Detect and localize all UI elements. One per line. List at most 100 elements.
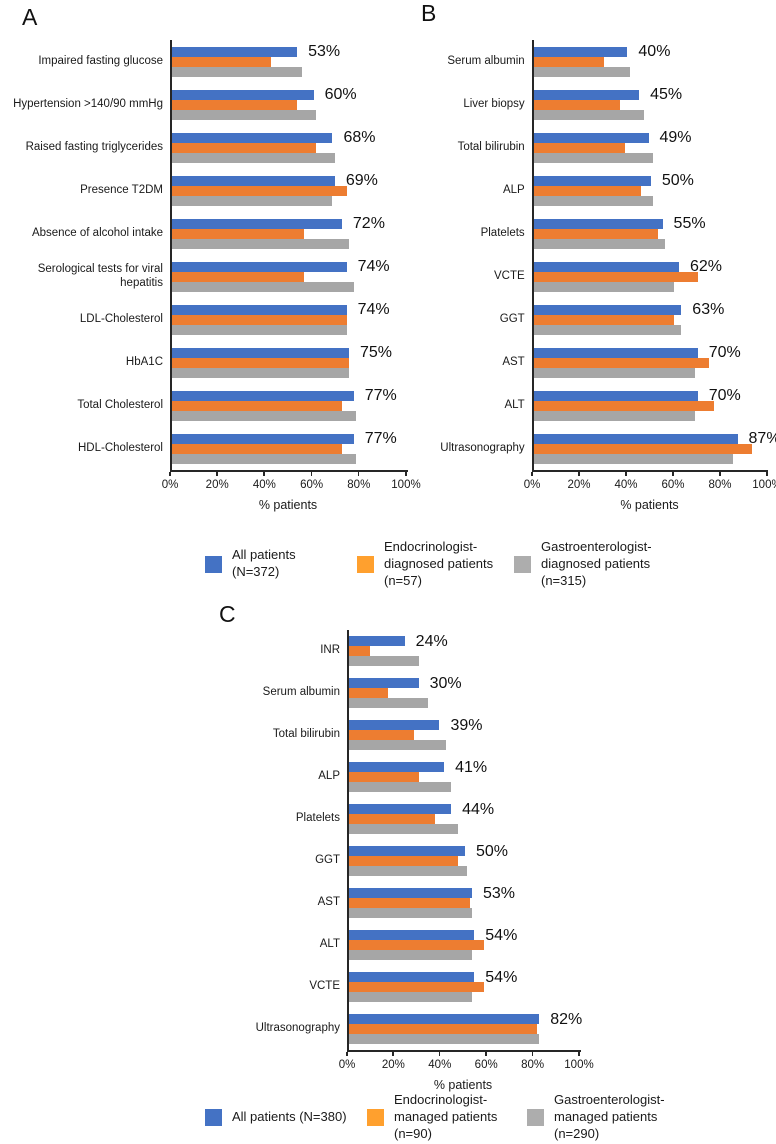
value-label: 45% [650, 86, 683, 103]
bar-group: 74% [172, 298, 408, 341]
value-label: 75% [360, 344, 393, 361]
axis-tick [263, 472, 265, 476]
axis-tick-label: 80% [347, 479, 371, 491]
bar-all-patients-n-380 [349, 762, 445, 772]
value-label: 53% [482, 885, 515, 902]
legend-item: Endocrinologist- managed patients (n=90) [367, 1092, 515, 1143]
bar-all-patients-n-380 [349, 636, 405, 646]
panel-letter-c: C [219, 601, 236, 627]
chart-grid: Serum albumin Liver biopsy Total bilirubin… [428, 40, 776, 472]
category-label: Total Cholesterol [77, 398, 163, 411]
bar-gastroenterologist-managed-patients-n-290 [349, 656, 419, 666]
category-label: Ultrasonography [255, 1022, 340, 1035]
legend-swatch [205, 555, 222, 573]
bar-endocrinologist-managed-patients-n-90 [349, 688, 389, 698]
bar-endocrinologist-diagnosed-patients-n-57 [172, 142, 316, 153]
axis-tick-label: 20% [567, 479, 591, 491]
value-label: 69% [345, 172, 378, 189]
top-row: Impaired fasting glucose Hypertension >14… [0, 40, 776, 512]
bar-group: 68% [172, 126, 408, 169]
bar-gastroenterologist-diagnosed-patients-n-315 [172, 324, 347, 335]
category-label: LDL-Cholesterol [79, 312, 163, 325]
axis-tick [485, 1052, 487, 1056]
category-label: Total bilirubin [272, 728, 340, 741]
bar-gastroenterologist-diagnosed-patients-n-315 [533, 367, 696, 378]
bar-endocrinologist-diagnosed-patients-n-57 [172, 99, 298, 110]
value-label: 74% [357, 301, 390, 318]
value-label: 50% [661, 172, 694, 189]
category-label: Serological tests for viral hepatitis [37, 263, 163, 289]
axis-tick-label: 80% [708, 479, 732, 491]
category-label: Platelets [480, 226, 525, 239]
bar-group: 50% [349, 840, 581, 882]
bar-group: 54% [349, 924, 581, 966]
axis-tick [578, 472, 580, 476]
chart-grid: Impaired fasting glucose Hypertension >14… [8, 40, 412, 472]
bar-group: 77% [172, 384, 408, 427]
category-label: Absence of alcohol intake [31, 226, 163, 239]
bar-all-patients-n-372 [172, 218, 342, 229]
axis-tick-label: 40% [614, 479, 638, 491]
axis-tick-label: 0% [523, 479, 541, 491]
bar-gastroenterologist-diagnosed-patients-n-315 [533, 281, 675, 292]
bar-endocrinologist-managed-patients-n-90 [349, 940, 484, 950]
value-label: 70% [708, 344, 741, 361]
x-axis: 0% 20% 40% 60% 80% 100% [162, 472, 421, 496]
category-label: HDL-Cholesterol [77, 441, 163, 454]
bar-all-patients-n-372 [533, 132, 649, 143]
legend-swatch [357, 555, 374, 573]
bar-gastroenterologist-managed-patients-n-290 [349, 992, 472, 1002]
value-label: 40% [638, 43, 671, 60]
category-label: VCTE [494, 269, 525, 282]
bar-all-patients-n-372 [172, 390, 354, 401]
category-label: ALP [502, 183, 525, 196]
panel-letter-b: B [421, 0, 437, 26]
bar-group: 39% [349, 714, 581, 756]
bar-endocrinologist-managed-patients-n-90 [349, 898, 470, 908]
plot-area: 53% 60% 68% 69% 72% 74% 74% 75% 77% 77% [170, 40, 408, 472]
category-label: Hypertension >140/90 mmHg [13, 97, 163, 110]
value-label: 68% [343, 129, 376, 146]
bar-endocrinologist-diagnosed-patients-n-57 [172, 185, 347, 196]
bar-endocrinologist-diagnosed-patients-n-57 [533, 357, 710, 368]
bar-group: 45% [533, 83, 768, 126]
bar-group: 30% [349, 672, 581, 714]
axis-tick [169, 472, 171, 476]
axis-tick-label: 60% [661, 479, 685, 491]
bar-endocrinologist-diagnosed-patients-n-57 [533, 314, 675, 325]
legend-item: Gastroenterologist- diagnosed patients (… [514, 539, 652, 590]
value-label: 77% [364, 430, 397, 447]
value-label: 87% [748, 430, 776, 447]
value-label: 74% [357, 258, 390, 275]
bar-gastroenterologist-diagnosed-patients-n-315 [533, 238, 665, 249]
value-label: 60% [324, 86, 357, 103]
bar-group: 63% [533, 298, 768, 341]
axis-tick-label: 20% [205, 479, 229, 491]
category-label: Serum albumin [447, 54, 525, 67]
bar-all-patients-n-380 [349, 930, 475, 940]
category-label: Serum albumin [262, 686, 340, 699]
legend-diagnosed: All patients (N=372) Endocrinologist- dia… [205, 539, 664, 590]
value-label: 72% [352, 215, 385, 232]
bar-gastroenterologist-managed-patients-n-290 [349, 1034, 540, 1044]
category-labels-column: Impaired fasting glucose Hypertension >14… [8, 40, 170, 472]
bar-all-patients-n-380 [349, 720, 440, 730]
category-label: Raised fasting triglycerides [25, 140, 163, 153]
bar-gastroenterologist-diagnosed-patients-n-315 [172, 453, 357, 464]
axis-tick [766, 472, 768, 476]
bar-endocrinologist-managed-patients-n-90 [349, 856, 459, 866]
bar-all-patients-n-372 [172, 347, 349, 358]
category-label: GGT [499, 312, 525, 325]
chart-panel-c: INR Serum albumin Total bilirubin ALP Platel… [230, 630, 594, 1092]
bar-all-patients-n-380 [349, 1014, 540, 1024]
axis-tick [531, 472, 533, 476]
x-axis: 0% 20% 40% 60% 80% 100% [524, 472, 776, 496]
bar-group: 53% [172, 40, 408, 83]
legend-label: All patients (N=380) [232, 1108, 347, 1124]
legend-swatch [367, 1108, 384, 1126]
bar-endocrinologist-managed-patients-n-90 [349, 982, 484, 992]
bar-gastroenterologist-diagnosed-patients-n-315 [172, 66, 302, 77]
category-label: Liver biopsy [463, 97, 525, 110]
bar-group: 62% [533, 255, 768, 298]
legend-label: All patients (N=372) [232, 547, 296, 580]
